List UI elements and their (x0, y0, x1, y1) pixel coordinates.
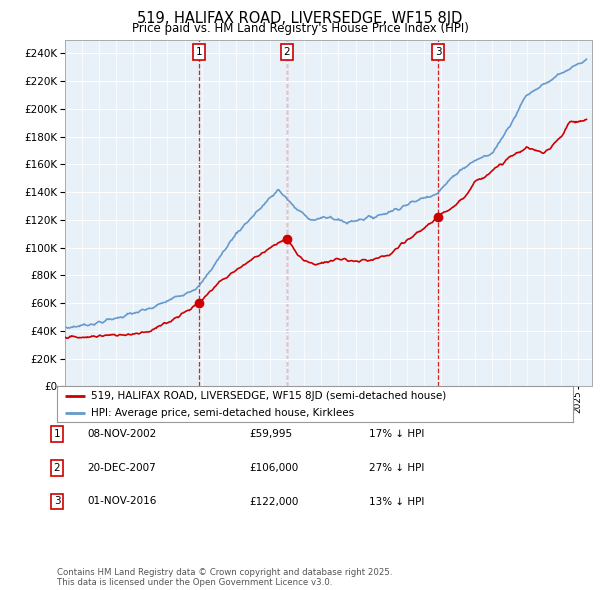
Text: 27% ↓ HPI: 27% ↓ HPI (369, 463, 424, 473)
Text: HPI: Average price, semi-detached house, Kirklees: HPI: Average price, semi-detached house,… (91, 408, 353, 418)
Text: 519, HALIFAX ROAD, LIVERSEDGE, WF15 8JD (semi-detached house): 519, HALIFAX ROAD, LIVERSEDGE, WF15 8JD … (91, 391, 446, 401)
Text: 3: 3 (53, 497, 61, 506)
Text: 08-NOV-2002: 08-NOV-2002 (87, 429, 156, 438)
Text: Price paid vs. HM Land Registry's House Price Index (HPI): Price paid vs. HM Land Registry's House … (131, 22, 469, 35)
Text: 3: 3 (435, 47, 442, 57)
Text: 01-NOV-2016: 01-NOV-2016 (87, 497, 157, 506)
Text: Contains HM Land Registry data © Crown copyright and database right 2025.
This d: Contains HM Land Registry data © Crown c… (57, 568, 392, 587)
Text: £122,000: £122,000 (249, 497, 298, 506)
Text: 20-DEC-2007: 20-DEC-2007 (87, 463, 156, 473)
Text: 2: 2 (283, 47, 290, 57)
Text: £59,995: £59,995 (249, 429, 292, 438)
Text: 1: 1 (53, 429, 61, 438)
Text: 1: 1 (196, 47, 203, 57)
Text: 17% ↓ HPI: 17% ↓ HPI (369, 429, 424, 438)
Text: 2: 2 (53, 463, 61, 473)
Text: £106,000: £106,000 (249, 463, 298, 473)
Text: 519, HALIFAX ROAD, LIVERSEDGE, WF15 8JD: 519, HALIFAX ROAD, LIVERSEDGE, WF15 8JD (137, 11, 463, 25)
Text: 13% ↓ HPI: 13% ↓ HPI (369, 497, 424, 506)
